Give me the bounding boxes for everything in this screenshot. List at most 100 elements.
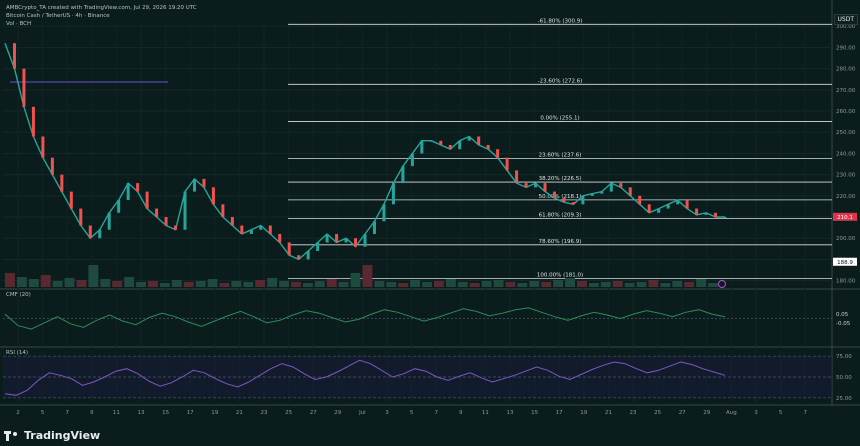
- rsi-tick-label: 25.00: [836, 396, 852, 402]
- x-tick-label: 3: [754, 410, 758, 416]
- price-candle: [211, 187, 215, 205]
- cmf-title[interactable]: CMF (20): [6, 292, 31, 298]
- volume-bar: [88, 265, 99, 287]
- price-candle: [344, 238, 348, 243]
- price-candle: [316, 242, 320, 251]
- volume-bar: [148, 281, 158, 287]
- currency-label[interactable]: USDT: [833, 14, 858, 25]
- volume-bar: [183, 282, 194, 287]
- fib-level-label: 61.80% (209.3): [539, 213, 582, 219]
- x-tick-label: 29: [703, 410, 710, 416]
- volume-bar: [493, 280, 504, 287]
- price-candle: [505, 157, 509, 171]
- price-candle: [41, 136, 45, 158]
- volume-bar: [624, 283, 635, 287]
- x-tick-label: 29: [334, 410, 341, 416]
- volume-bar: [314, 281, 325, 287]
- x-tick-label: 21: [236, 410, 243, 416]
- x-tick-label: 15: [162, 410, 169, 416]
- tradingview-logo[interactable]: TradingView: [4, 429, 100, 442]
- x-tick-label: 19: [580, 410, 587, 416]
- volume-bar: [565, 278, 575, 287]
- x-tick-label: Aug: [726, 410, 737, 416]
- fib-level-label: -61.80% (300.9): [538, 18, 583, 24]
- volume-bar: [40, 275, 51, 287]
- price-candle: [657, 208, 661, 213]
- price-candle: [164, 217, 168, 226]
- volume-bar: [600, 282, 611, 287]
- volume-bar: [588, 283, 599, 287]
- y-tick-label: 300.00: [836, 24, 856, 30]
- volume-bar: [422, 282, 432, 287]
- price-candle: [685, 200, 689, 209]
- volume-bar: [398, 283, 409, 287]
- price-candle: [60, 174, 64, 192]
- price-candle: [202, 178, 206, 188]
- x-tick-label: 5: [410, 410, 414, 416]
- x-tick-label: 13: [138, 410, 145, 416]
- price-candle: [581, 195, 585, 205]
- fib-level-label: -23.60% (272.6): [538, 78, 583, 84]
- price-candle: [31, 106, 35, 137]
- rsi-title[interactable]: RSI (14): [6, 350, 28, 356]
- price-candle: [69, 191, 73, 209]
- symbol-line[interactable]: Bitcoin Cash / TetherUS · 4h · Binance: [6, 13, 110, 19]
- rsi-tick-label: 50.00: [836, 375, 852, 381]
- x-tick-label: 23: [630, 410, 637, 416]
- volume-bar: [64, 278, 75, 287]
- y-tick-label: 220.00: [836, 194, 856, 200]
- y-tick-label: 270.00: [836, 88, 856, 94]
- price-candle: [401, 166, 405, 184]
- volume-bar: [410, 280, 421, 287]
- volume-bar: [541, 282, 552, 287]
- volume-bar: [684, 282, 695, 287]
- x-tick-label: 11: [482, 410, 489, 416]
- price-candle: [192, 178, 196, 192]
- price-candle: [695, 208, 699, 215]
- price-candle: [335, 234, 339, 243]
- price-candle: [325, 234, 329, 243]
- y-tick-label: 230.00: [836, 173, 856, 179]
- price-candle: [174, 225, 178, 230]
- volume-bar: [255, 280, 266, 287]
- price-label-box: [833, 212, 857, 221]
- price-candle: [638, 195, 642, 205]
- volume-line[interactable]: Vol · BCH: [6, 21, 32, 27]
- volume-bar: [529, 281, 540, 287]
- price-candle: [448, 144, 452, 150]
- price-candle: [590, 193, 594, 196]
- volume-bar: [267, 278, 278, 287]
- volume-bar: [171, 280, 182, 287]
- x-tick-label: 7: [434, 410, 438, 416]
- x-tick-label: 19: [211, 410, 218, 416]
- price-candle: [420, 140, 424, 154]
- fib-level-label: 23.60% (237.6): [539, 153, 582, 159]
- volume-bar: [207, 279, 218, 287]
- price-candle: [278, 234, 282, 243]
- price-candle: [230, 217, 234, 226]
- price-candle: [107, 212, 111, 230]
- price-candle: [297, 255, 301, 260]
- volume-bar: [708, 283, 718, 287]
- volume-bar: [505, 282, 516, 287]
- volume-bar: [124, 277, 135, 287]
- price-label-text: 210.1: [837, 215, 853, 221]
- price-candle: [249, 229, 253, 234]
- volume-bar: [648, 280, 659, 287]
- price-candle: [382, 204, 386, 222]
- price-candle: [486, 144, 490, 150]
- price-candle: [515, 170, 519, 184]
- price-candle: [600, 191, 604, 194]
- price-candle: [496, 149, 500, 158]
- cmf-line: [4, 307, 726, 330]
- fib-level-label: 50.00% (218.1): [539, 194, 582, 200]
- event-marker-icon: [718, 280, 726, 288]
- x-tick-label: 17: [556, 410, 563, 416]
- y-tick-label: 200.00: [836, 236, 856, 242]
- price-candle: [562, 197, 566, 203]
- volume-bar: [660, 283, 671, 287]
- volume-bar: [326, 279, 337, 287]
- price-candle: [79, 208, 83, 226]
- cmf-value-label: 0.05: [836, 312, 849, 318]
